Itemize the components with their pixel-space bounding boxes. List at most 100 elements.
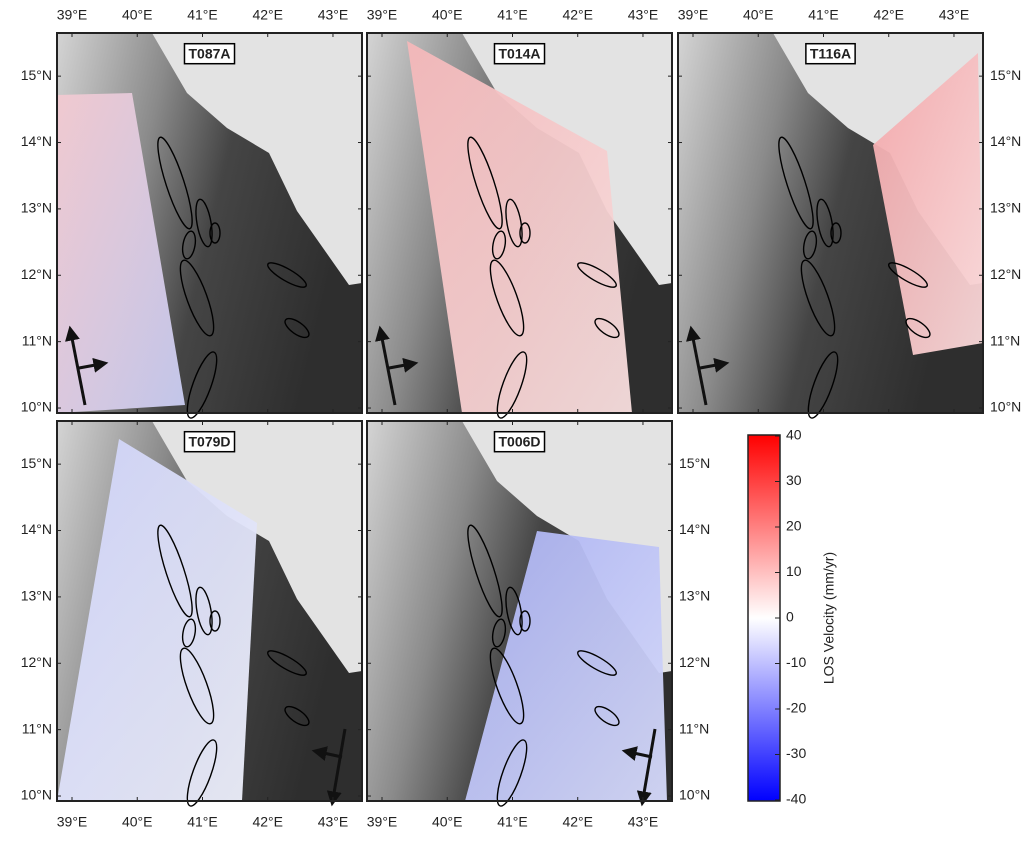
map-panel: T006D 39°E 40°E 41°E 42°E 43°E 10°N 11°N 12°N 13°…: [366, 420, 710, 830]
x-tick-label: 42°E: [252, 814, 283, 830]
fault-outline: [179, 259, 215, 337]
fault-outline: [157, 524, 193, 618]
panel-label: T014A: [498, 46, 540, 62]
y-tick-label: 10°N: [21, 399, 52, 415]
fault-outline: [594, 705, 620, 727]
x-tick-label: 42°E: [562, 7, 593, 23]
y-tick-label: 12°N: [679, 654, 710, 670]
fault-outline: [577, 262, 617, 288]
fault-outline: [519, 222, 531, 244]
fault-outline: [181, 618, 197, 648]
x-tick-label: 39°E: [57, 7, 88, 23]
fault-outline: [830, 222, 842, 244]
y-tick-label: 14°N: [679, 521, 710, 537]
look-arrow: [699, 357, 730, 373]
fault-outline: [209, 222, 221, 244]
fault-outline: [577, 650, 617, 676]
fault-outline: [505, 586, 523, 636]
fault-outline: [267, 262, 307, 288]
fault-outline: [195, 198, 213, 248]
y-tick-label: 12°N: [990, 266, 1021, 282]
fault-outline: [467, 136, 503, 230]
y-tick-label: 13°N: [990, 200, 1021, 216]
panel-label: T087A: [188, 46, 230, 62]
x-tick-label: 40°E: [122, 814, 153, 830]
x-tick-label: 41°E: [808, 7, 839, 23]
flight-arrow: [686, 325, 708, 406]
insar-swath: [465, 531, 667, 801]
fault-outline: [888, 262, 928, 288]
fault-outline: [491, 618, 507, 648]
y-tick-label: 14°N: [21, 133, 52, 149]
map-panel: T087A 39°E 40°E 41°E 42°E 43°E 10°N 11°N 12°N 13°…: [21, 7, 363, 419]
look-arrow: [311, 746, 343, 761]
fault-outline: [496, 739, 528, 807]
y-tick-label: 12°N: [21, 654, 52, 670]
x-tick-label: 41°E: [187, 7, 218, 23]
panel-frame: [56, 32, 363, 414]
insar-swath: [873, 53, 983, 355]
label-box: [183, 42, 236, 65]
fault-outline: [209, 610, 221, 632]
fault-outline: [807, 351, 839, 419]
colorbar-tick-label: 30: [786, 472, 802, 488]
y-tick-label: 11°N: [679, 720, 709, 736]
flight-arrow: [65, 325, 87, 406]
fault-outline: [186, 739, 218, 807]
y-tick-label: 15°N: [990, 67, 1021, 83]
y-tick-label: 11°N: [22, 332, 52, 348]
x-tick-label: 43°E: [318, 7, 349, 23]
panel-frame: [56, 420, 363, 802]
colorbar-tick-label: 0: [786, 609, 794, 625]
x-tick-label: 43°E: [318, 814, 349, 830]
fault-outline: [467, 524, 503, 618]
colorbar-tick-label: -40: [786, 791, 806, 807]
fault-outline: [489, 647, 525, 725]
x-tick-label: 41°E: [187, 814, 218, 830]
colorbar-label: LOS Velocity (mm/yr): [821, 552, 837, 684]
x-tick-label: 42°E: [873, 7, 904, 23]
colorbar: [747, 434, 781, 802]
look-arrow: [388, 357, 419, 373]
x-tick-label: 41°E: [497, 7, 528, 23]
y-tick-label: 14°N: [21, 521, 52, 537]
fault-outline: [800, 259, 836, 337]
fault-outline: [489, 259, 525, 337]
map-panel: T116A 39°E 40°E 41°E 42°E 43°E 10°N 11°N 12°N 13°…: [677, 7, 1021, 419]
x-tick-label: 42°E: [252, 7, 283, 23]
x-tick-label: 43°E: [628, 814, 659, 830]
y-tick-label: 13°N: [679, 588, 710, 604]
sea: [152, 421, 362, 673]
panel-frame: [366, 420, 673, 802]
y-tick-label: 11°N: [22, 720, 52, 736]
fault-outline: [496, 351, 528, 419]
y-tick-label: 13°N: [21, 588, 52, 604]
map-panel: T014A 39°E 40°E 41°E 42°E 43°E: [366, 7, 673, 419]
fault-outline: [778, 136, 814, 230]
label-box: [183, 430, 236, 453]
x-tick-label: 43°E: [939, 7, 970, 23]
insar-swath: [407, 41, 632, 413]
colorbar-tick-label: 40: [786, 427, 802, 443]
fault-outline: [284, 705, 310, 727]
x-tick-label: 39°E: [57, 814, 88, 830]
colorbar-tick-label: -10: [786, 654, 806, 670]
fault-outline: [519, 610, 531, 632]
flight-arrow: [375, 325, 397, 406]
x-tick-label: 43°E: [628, 7, 659, 23]
colorbar-tick-label: 20: [786, 518, 802, 534]
y-tick-label: 15°N: [679, 455, 710, 471]
sea: [152, 33, 362, 285]
look-arrow: [78, 357, 109, 373]
x-tick-label: 40°E: [432, 814, 463, 830]
y-tick-label: 13°N: [21, 200, 52, 216]
x-tick-label: 42°E: [562, 814, 593, 830]
panel-frame: [366, 32, 673, 414]
fault-outline: [179, 647, 215, 725]
y-tick-label: 15°N: [21, 67, 52, 83]
y-tick-label: 14°N: [990, 133, 1021, 149]
flight-arrow: [636, 728, 657, 807]
panel-frame: [677, 32, 984, 414]
fault-outline: [186, 351, 218, 419]
